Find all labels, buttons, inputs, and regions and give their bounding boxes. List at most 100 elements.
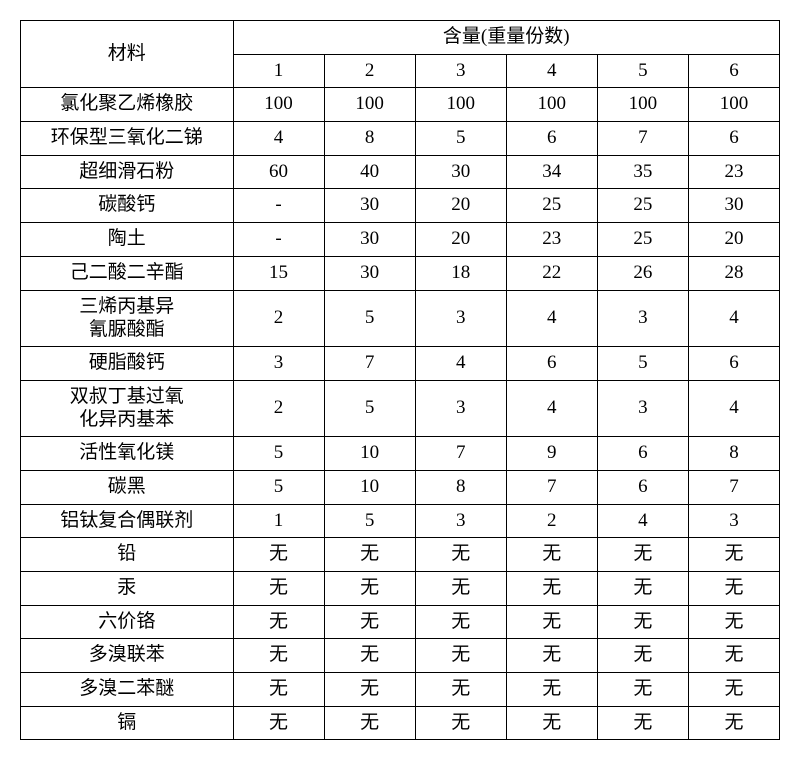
- value-cell: 无: [233, 538, 324, 572]
- table-row: 汞无无无无无无: [21, 571, 780, 605]
- value-cell: 无: [506, 605, 597, 639]
- value-cell: 10: [324, 437, 415, 471]
- value-cell: 22: [506, 256, 597, 290]
- value-cell: 18: [415, 256, 506, 290]
- table-row: 双叔丁基过氧化异丙基苯253434: [21, 380, 780, 437]
- value-cell: 5: [415, 122, 506, 156]
- value-cell: 4: [688, 290, 779, 347]
- value-cell: 6: [688, 347, 779, 381]
- value-cell: 23: [506, 223, 597, 257]
- table-row: 碳黑5108767: [21, 470, 780, 504]
- value-cell: 23: [688, 155, 779, 189]
- table-header: 材料 含量(重量份数) 1 2 3 4 5 6: [21, 21, 780, 88]
- material-cell: 汞: [21, 571, 234, 605]
- value-cell: 无: [415, 706, 506, 740]
- value-cell: 无: [597, 538, 688, 572]
- value-cell: 3: [233, 347, 324, 381]
- value-cell: 8: [324, 122, 415, 156]
- material-cell: 己二酸二辛酯: [21, 256, 234, 290]
- value-cell: 3: [688, 504, 779, 538]
- table-row: 氯化聚乙烯橡胶100100100100100100: [21, 88, 780, 122]
- value-cell: 100: [597, 88, 688, 122]
- value-cell: 3: [415, 504, 506, 538]
- table-row: 环保型三氧化二锑485676: [21, 122, 780, 156]
- value-cell: 无: [506, 538, 597, 572]
- value-cell: 无: [688, 538, 779, 572]
- value-cell: 6: [597, 437, 688, 471]
- value-cell: 5: [324, 380, 415, 437]
- value-cell: 7: [506, 470, 597, 504]
- header-col-1: 1: [233, 54, 324, 88]
- table-row: 碳酸钙-3020252530: [21, 189, 780, 223]
- value-cell: 无: [324, 538, 415, 572]
- value-cell: 无: [324, 639, 415, 673]
- value-cell: 无: [688, 639, 779, 673]
- header-material: 材料: [21, 21, 234, 88]
- header-col-3: 3: [415, 54, 506, 88]
- value-cell: 10: [324, 470, 415, 504]
- value-cell: 30: [688, 189, 779, 223]
- material-cell: 陶土: [21, 223, 234, 257]
- composition-table-container: 材料 含量(重量份数) 1 2 3 4 5 6 氯化聚乙烯橡胶100100100…: [20, 20, 780, 740]
- value-cell: 7: [415, 437, 506, 471]
- value-cell: 100: [324, 88, 415, 122]
- value-cell: 无: [506, 673, 597, 707]
- value-cell: 无: [324, 571, 415, 605]
- material-cell: 三烯丙基异氰脲酸酯: [21, 290, 234, 347]
- value-cell: 20: [415, 223, 506, 257]
- material-cell: 多溴二苯醚: [21, 673, 234, 707]
- material-cell: 多溴联苯: [21, 639, 234, 673]
- material-cell: 铝钛复合偶联剂: [21, 504, 234, 538]
- material-cell: 铅: [21, 538, 234, 572]
- value-cell: 无: [506, 706, 597, 740]
- table-row: 三烯丙基异氰脲酸酯253434: [21, 290, 780, 347]
- value-cell: 4: [415, 347, 506, 381]
- value-cell: 4: [506, 290, 597, 347]
- value-cell: 4: [506, 380, 597, 437]
- value-cell: 6: [506, 347, 597, 381]
- value-cell: 无: [324, 706, 415, 740]
- value-cell: 无: [597, 706, 688, 740]
- value-cell: 无: [233, 571, 324, 605]
- value-cell: 2: [233, 290, 324, 347]
- value-cell: 25: [597, 223, 688, 257]
- header-col-2: 2: [324, 54, 415, 88]
- header-col-6: 6: [688, 54, 779, 88]
- value-cell: 无: [688, 706, 779, 740]
- table-row: 硬脂酸钙374656: [21, 347, 780, 381]
- material-cell: 硬脂酸钙: [21, 347, 234, 381]
- value-cell: 15: [233, 256, 324, 290]
- material-cell: 镉: [21, 706, 234, 740]
- table-row: 铝钛复合偶联剂153243: [21, 504, 780, 538]
- table-row: 镉无无无无无无: [21, 706, 780, 740]
- value-cell: 无: [597, 571, 688, 605]
- value-cell: 无: [415, 538, 506, 572]
- table-row: 陶土-3020232520: [21, 223, 780, 257]
- header-content: 含量(重量份数): [233, 21, 779, 55]
- value-cell: 6: [506, 122, 597, 156]
- value-cell: -: [233, 189, 324, 223]
- value-cell: 无: [324, 605, 415, 639]
- value-cell: 7: [688, 470, 779, 504]
- material-cell: 氯化聚乙烯橡胶: [21, 88, 234, 122]
- material-cell: 超细滑石粉: [21, 155, 234, 189]
- table-row: 六价铬无无无无无无: [21, 605, 780, 639]
- value-cell: 无: [688, 571, 779, 605]
- table-row: 铅无无无无无无: [21, 538, 780, 572]
- value-cell: 无: [233, 673, 324, 707]
- value-cell: 3: [597, 290, 688, 347]
- table-body: 氯化聚乙烯橡胶100100100100100100环保型三氧化二锑485676超…: [21, 88, 780, 740]
- value-cell: 4: [688, 380, 779, 437]
- value-cell: 3: [415, 380, 506, 437]
- value-cell: 8: [415, 470, 506, 504]
- value-cell: 28: [688, 256, 779, 290]
- value-cell: 5: [233, 437, 324, 471]
- value-cell: 20: [688, 223, 779, 257]
- value-cell: 30: [324, 223, 415, 257]
- value-cell: 40: [324, 155, 415, 189]
- table-row: 活性氧化镁5107968: [21, 437, 780, 471]
- value-cell: 无: [415, 605, 506, 639]
- value-cell: 5: [597, 347, 688, 381]
- value-cell: 9: [506, 437, 597, 471]
- value-cell: -: [233, 223, 324, 257]
